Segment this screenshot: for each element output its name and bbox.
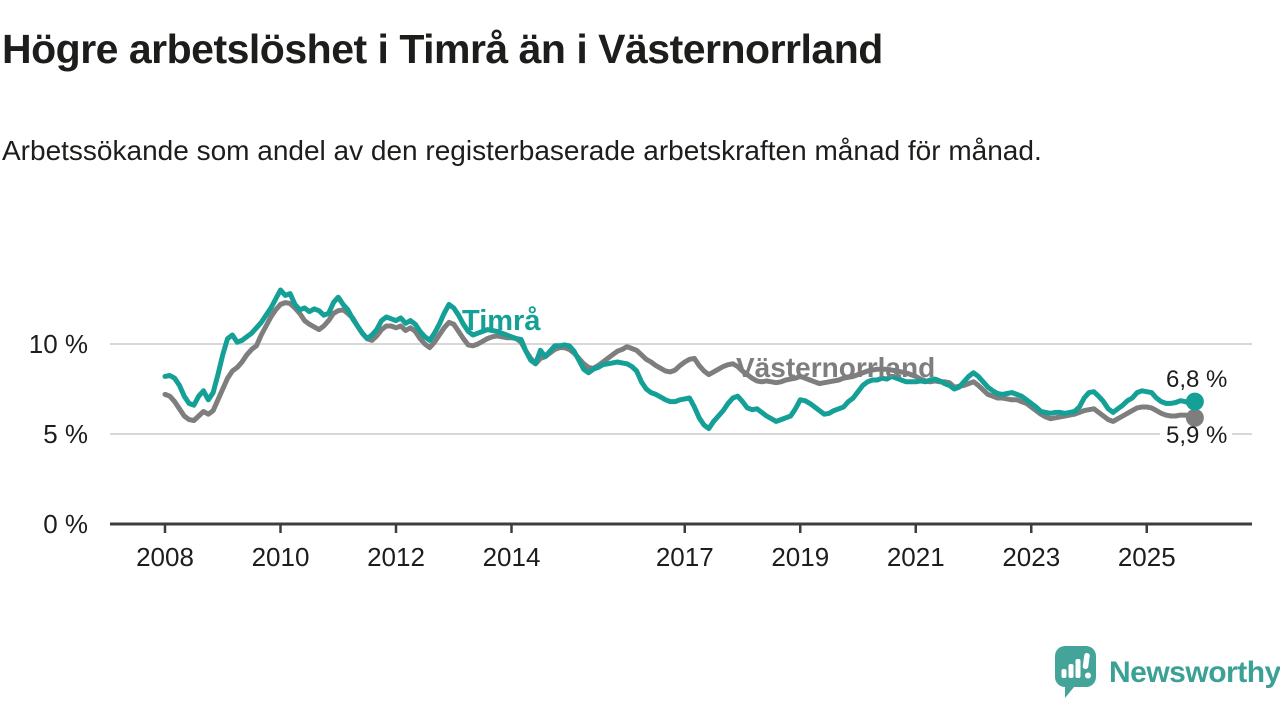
x-tick-label-2017: 2017	[656, 542, 714, 572]
series-end-dot-västernorrland	[1185, 408, 1204, 427]
x-tick-label-2012: 2012	[367, 542, 425, 572]
end-value-label-vasternorrland: 5,9 %	[1166, 422, 1228, 449]
x-tick-label-2025: 2025	[1118, 542, 1176, 572]
y-tick-label-0: 0 %	[43, 509, 88, 539]
bar-chart-bar-small	[1061, 669, 1067, 678]
newsworthy-logo-icon	[1055, 646, 1096, 698]
bar-chart-bar-medium	[1068, 664, 1074, 678]
x-tick-label-2019: 2019	[771, 542, 829, 572]
page-title: Högre arbetslöshet i Timrå än i Västerno…	[2, 26, 883, 72]
series-end-dot-timrå	[1185, 392, 1204, 411]
x-tick-label-2008: 2008	[136, 542, 194, 572]
series-line-timrå	[162, 287, 1198, 432]
x-tick-label-2021: 2021	[887, 542, 945, 572]
x-tick-label-2023: 2023	[1002, 542, 1060, 572]
newsworthy-wordmark: Newsworthy	[1109, 655, 1280, 689]
y-tick-label-5: 5 %	[43, 419, 88, 449]
exclamation-bar	[1082, 653, 1090, 670]
exclamation-dot	[1085, 672, 1091, 679]
x-tick-label-2014: 2014	[483, 542, 541, 572]
series-line-västernorrland	[162, 300, 1198, 424]
series-label-vasternorrland: Västernorrland	[736, 352, 936, 383]
series-label-timra: Timrå	[462, 305, 541, 337]
x-tick-label-2010: 2010	[252, 542, 310, 572]
chart-subtitle: Arbetssökande som andel av den registerb…	[2, 135, 1042, 166]
bar-chart-bar-large	[1075, 659, 1081, 678]
y-tick-label-10: 10 %	[29, 329, 88, 359]
end-value-label-timra: 6,8 %	[1166, 366, 1228, 393]
newsworthy-logo: Newsworthy	[1053, 645, 1280, 700]
